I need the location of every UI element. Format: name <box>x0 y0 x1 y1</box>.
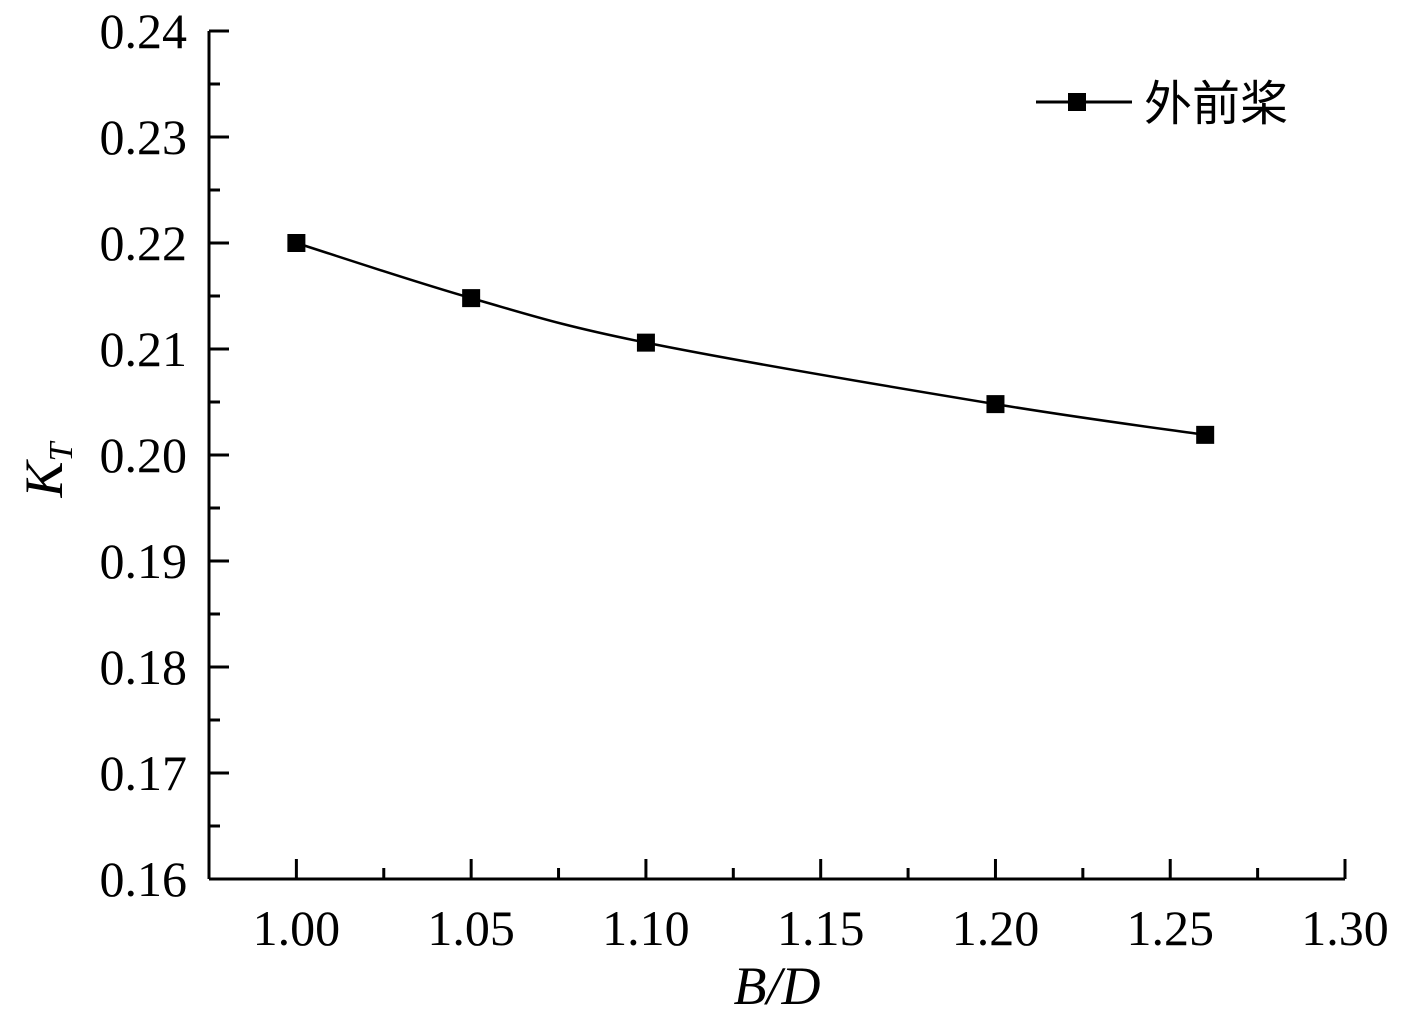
x-axis-title: B/D <box>734 956 821 1016</box>
legend-label: 外前桨 <box>1144 76 1288 132</box>
y-axis-title: KT <box>14 440 80 498</box>
legend: 外前桨 <box>1036 76 1288 132</box>
y-tick-label: 0.21 <box>100 321 188 377</box>
y-tick-label: 0.18 <box>100 639 188 695</box>
axis-titles: B/D KT <box>14 440 821 1016</box>
x-tick-label: 1.25 <box>1126 900 1214 956</box>
y-tick-label: 0.20 <box>100 427 188 483</box>
data-series <box>287 234 1215 444</box>
x-axis-ticks: 1.00 1.05 1.10 1.15 1.20 1.25 1.30 <box>253 859 1389 956</box>
y-tick-label: 0.19 <box>100 533 188 589</box>
x-tick-label: 1.10 <box>602 900 690 956</box>
y-axis-ticks: 0.16 0.17 0.18 0.19 0.20 0.21 0.22 0.23 0.24 <box>100 3 229 907</box>
y-axis-title-main: K <box>14 458 74 498</box>
data-point-marker <box>636 333 655 352</box>
data-point-marker <box>462 289 481 308</box>
data-point-marker <box>287 234 306 252</box>
axes <box>207 31 1345 881</box>
data-point-marker <box>986 395 1005 414</box>
x-tick-label: 1.30 <box>1301 900 1389 956</box>
x-tick-label: 1.05 <box>427 900 515 956</box>
y-tick-label: 0.17 <box>100 745 188 801</box>
y-tick-label: 0.16 <box>100 851 188 907</box>
x-tick-label: 1.20 <box>952 900 1040 956</box>
y-axis-title-subscript: T <box>43 440 80 461</box>
legend-marker <box>1068 93 1086 111</box>
y-tick-label: 0.23 <box>100 109 188 165</box>
x-tick-label: 1.15 <box>777 900 865 956</box>
y-axis-title-group: KT <box>14 440 80 498</box>
x-tick-label: 1.00 <box>253 900 341 956</box>
data-point-marker <box>1196 425 1215 444</box>
series-line <box>296 241 1206 437</box>
y-tick-label: 0.24 <box>100 3 188 59</box>
y-tick-label: 0.22 <box>100 215 188 271</box>
